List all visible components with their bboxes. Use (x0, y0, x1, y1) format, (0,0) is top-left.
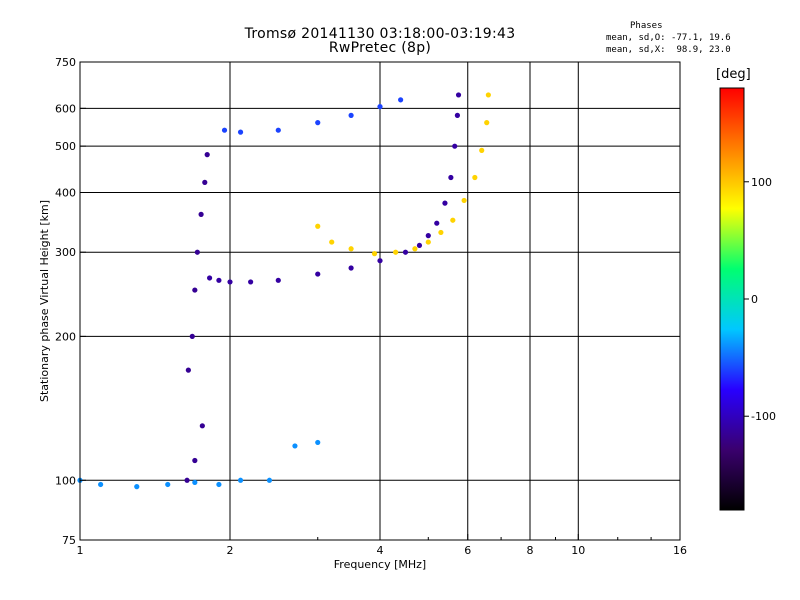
data-point (184, 477, 190, 483)
x-tick-label: 6 (464, 544, 471, 557)
data-point (248, 279, 254, 285)
data-point (416, 242, 423, 249)
colorbar-tick-label: -100 (751, 410, 776, 423)
y-tick-label: 75 (62, 534, 76, 547)
data-point (479, 147, 485, 153)
chart-title: Tromsø 20141130 03:18:00-03:19:43 (244, 26, 516, 42)
y-axis-label: Stationary phase Virtual Height [km] (38, 200, 51, 402)
y-tick-label: 200 (55, 330, 76, 343)
y-tick-label: 600 (55, 102, 76, 115)
trace (77, 439, 321, 490)
data-point (292, 443, 298, 449)
data-point (315, 120, 321, 126)
o-mode-stats: mean, sd,O: -77.1, 19.6 (606, 33, 731, 43)
trace (315, 92, 491, 257)
colorbar-tick-label: 0 (751, 293, 758, 306)
data-point (448, 174, 454, 181)
data-point (98, 481, 104, 488)
data-point (237, 129, 244, 135)
data-points (77, 92, 491, 490)
data-point (348, 112, 354, 118)
x-tick-label: 1 (77, 544, 84, 557)
y-tick-label: 500 (55, 140, 76, 153)
data-point (275, 277, 281, 283)
data-point (398, 97, 404, 103)
colorbar (719, 87, 745, 511)
x-tick-label: 2 (227, 544, 234, 557)
data-point (237, 477, 244, 483)
data-point (442, 200, 448, 206)
data-point (377, 258, 383, 264)
data-point (461, 197, 467, 204)
y-tick-label: 400 (55, 186, 76, 199)
data-point (216, 481, 222, 488)
data-point (377, 104, 383, 110)
x-tick-label: 16 (673, 544, 687, 557)
data-point (425, 232, 431, 239)
data-point (412, 246, 418, 252)
data-point (485, 92, 491, 98)
data-point (434, 220, 440, 226)
data-point (216, 277, 222, 283)
data-point (315, 271, 321, 277)
data-point (192, 287, 198, 293)
data-point (202, 179, 208, 185)
data-point (455, 92, 462, 98)
data-point (194, 249, 200, 255)
x-axis-ticks: 1 2 4 6 8 10 16 (77, 534, 687, 557)
y-tick-label: 100 (55, 474, 76, 487)
data-point (402, 249, 409, 255)
trace (221, 97, 404, 135)
colorbar-tick-label: 100 (751, 176, 772, 189)
x-tick-label: 10 (571, 544, 585, 557)
data-point (221, 127, 228, 133)
x-mode-stats: mean, sd,X: 98.9, 23.0 (606, 45, 731, 55)
data-point (454, 112, 461, 118)
x-tick-label: 8 (527, 544, 534, 557)
data-point (266, 477, 273, 483)
trace (184, 152, 210, 483)
x-axis-label: Frequency [MHz] (334, 558, 426, 571)
data-point (348, 246, 354, 252)
data-point (134, 484, 140, 490)
data-point (185, 367, 191, 373)
data-point (192, 457, 198, 464)
data-point (452, 143, 458, 149)
data-point (192, 479, 198, 485)
data-point (371, 251, 378, 257)
y-tick-label: 300 (55, 246, 76, 259)
data-point (227, 279, 233, 285)
y-axis-ticks: 75 100 200 300 400 500 600 750 (55, 56, 86, 547)
colorbar-unit: [deg] (716, 67, 751, 82)
data-point (199, 423, 205, 429)
y-tick-label: 750 (55, 56, 76, 69)
data-point (315, 439, 321, 446)
chart-subtitle: RwPretec (8p) (328, 40, 432, 56)
data-point (165, 481, 171, 488)
data-point (275, 127, 281, 133)
data-point (204, 152, 210, 158)
data-point (189, 333, 195, 339)
data-point (472, 174, 478, 181)
data-point (425, 239, 431, 245)
data-point (198, 211, 204, 217)
trace (206, 92, 462, 285)
phases-heading: Phases (630, 21, 663, 31)
data-point (438, 229, 444, 236)
colorbar-ticks: 100 0 -100 (744, 176, 776, 423)
data-point (206, 275, 213, 281)
data-point (348, 265, 354, 271)
data-point (329, 239, 335, 245)
data-point (450, 217, 456, 223)
data-point (315, 223, 321, 229)
x-tick-label: 4 (377, 544, 384, 557)
data-point (393, 249, 399, 255)
data-point (484, 120, 490, 126)
